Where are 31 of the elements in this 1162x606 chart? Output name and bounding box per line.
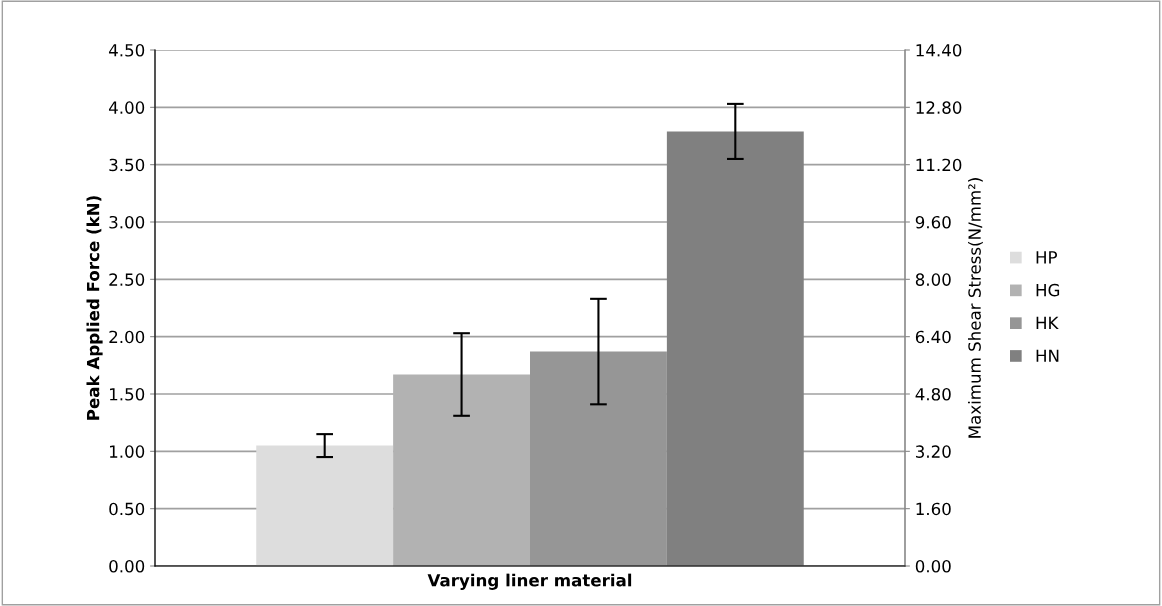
y-axis-title: Peak Applied Force (kN): [86, 196, 103, 420]
legend-label: HG: [1036, 283, 1060, 297]
legend-label: HP: [1036, 251, 1058, 264]
y2-tick-label: 8.00: [915, 273, 951, 286]
y2-tick-label: 11.20: [916, 158, 962, 172]
y2-tick-label: 3.20: [915, 445, 951, 458]
y2-tick-label: 4.80: [915, 387, 951, 401]
y-tick-label: 4.50: [108, 43, 145, 57]
x-axis-title: Varying liner material: [427, 573, 632, 590]
y-tick-label: 0.50: [109, 502, 145, 516]
y2-tick-label: 9.60: [915, 215, 951, 229]
bar: [530, 351, 667, 566]
y2-tick-label: 1.60: [916, 502, 951, 516]
y2-tick-label: 0.00: [915, 559, 951, 573]
y-tick-label: 2.00: [109, 330, 145, 344]
y2-axis-title: Maximum Shear Stress(N/mm²): [967, 178, 983, 438]
y-tick-label: 3.00: [109, 215, 145, 229]
y2-tick-label: 12.80: [916, 101, 962, 114]
bar: [393, 374, 530, 566]
y-tick-label: 4.00: [108, 101, 145, 114]
legend-label: HK: [1036, 316, 1059, 329]
y2-tick-label: 6.40: [915, 330, 951, 344]
y2-tick-label: 14.40: [916, 43, 962, 57]
y-tick-label: 1.50: [110, 387, 145, 401]
y-tick-label: 0.00: [109, 559, 145, 573]
y-tick-label: 1.00: [110, 445, 145, 458]
bar: [666, 131, 804, 566]
y-tick-label: 2.50: [109, 273, 145, 286]
y-tick-label: 3.50: [109, 158, 145, 172]
legend-label: HN: [1036, 349, 1059, 362]
bar: [256, 445, 394, 566]
